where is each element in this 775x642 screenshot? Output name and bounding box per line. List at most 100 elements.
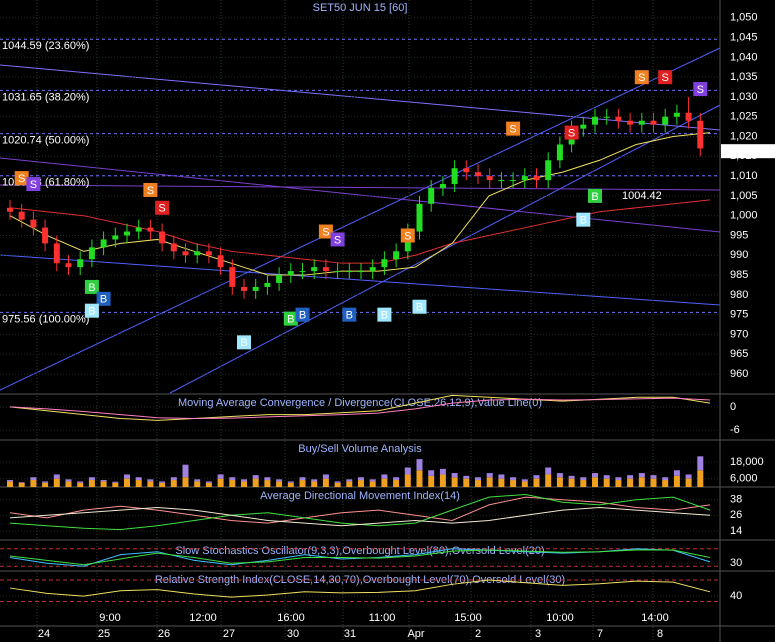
- buy-volume-bar: [124, 478, 130, 487]
- buy-volume-bar: [42, 482, 49, 487]
- signal-marker: [295, 307, 310, 322]
- trend-lines: [0, 47, 721, 394]
- y-tick-label: 995: [730, 229, 748, 241]
- buy-volume-bar: [147, 481, 154, 487]
- fib-label: 975.56 (100.00%): [2, 313, 89, 325]
- buy-volume-bar: [311, 481, 318, 487]
- sell-volume-bar: [510, 477, 517, 481]
- buy-volume-bar: [685, 478, 692, 487]
- sell-volume-bar: [428, 470, 435, 476]
- sell-volume-bar: [592, 473, 598, 478]
- y-tick-label: 960: [730, 368, 748, 380]
- buy-volume-bar: [393, 480, 400, 487]
- sell-volume-bar: [416, 459, 423, 471]
- candle-body: [135, 227, 142, 232]
- sell-volume-bar: [42, 481, 49, 483]
- buy-volume-bar: [650, 478, 657, 487]
- signal-label: B: [346, 310, 353, 322]
- candle-body: [170, 243, 177, 252]
- y-tick-label: 14: [730, 525, 742, 537]
- signal-label: B: [416, 302, 423, 314]
- buy-volume-bar: [662, 480, 669, 487]
- last-price-label: 1,016.30: [723, 145, 766, 157]
- x-date-label: 7: [597, 628, 603, 640]
- sell-volume-bar: [147, 479, 154, 482]
- sell-volume-bar: [439, 468, 446, 475]
- sell-volume-bar: [615, 477, 622, 481]
- sell-volume-bar: [393, 477, 400, 481]
- signal-label: S: [322, 226, 329, 238]
- annotation: 1004.42: [622, 190, 662, 202]
- sell-volume-bar: [451, 473, 458, 478]
- candle-body: [451, 168, 458, 185]
- sell-volume-bar: [404, 467, 411, 475]
- candle-body: [486, 176, 493, 181]
- x-time-label: 11:00: [369, 612, 396, 624]
- buy-volume-bar: [334, 482, 341, 487]
- indicator-line: [9, 549, 711, 566]
- candle-body: [463, 168, 470, 173]
- buy-volume-bar: [65, 481, 72, 487]
- indicator-line: [9, 506, 711, 527]
- signal-marker: [14, 171, 29, 186]
- signal-marker: [658, 70, 673, 85]
- sell-volume-bar: [135, 477, 142, 481]
- sell-volume-bar: [88, 477, 95, 481]
- candle-body: [147, 227, 154, 232]
- signal-marker: [506, 121, 521, 136]
- candle-body: [510, 180, 517, 182]
- sell-volume-bar: [124, 474, 130, 479]
- candle-body: [545, 160, 552, 181]
- candle-body: [217, 255, 224, 268]
- buy-volume-bar: [381, 478, 388, 487]
- sell-volume-bar: [311, 479, 318, 482]
- x-date-label: Apr: [407, 628, 424, 640]
- fib-label: 1031.65 (38.20%): [2, 91, 89, 103]
- buy-volume-bar: [299, 480, 306, 487]
- candle-body: [42, 227, 49, 244]
- signal-label: S: [509, 124, 516, 136]
- candle-body: [205, 251, 212, 256]
- buy-volume-bar: [18, 482, 25, 487]
- sell-volume-bar: [638, 473, 645, 478]
- candle-body: [673, 112, 680, 117]
- y-tick-label: 975: [730, 309, 748, 321]
- x-time-label: 16:00: [277, 612, 305, 624]
- candle-body: [65, 263, 72, 268]
- buy-volume-bar: [533, 478, 540, 487]
- y-tick-label: 26: [730, 509, 742, 521]
- last-price-box: [721, 144, 775, 159]
- candle-body: [252, 286, 259, 291]
- signal-label: B: [88, 306, 95, 318]
- candle-body: [498, 180, 505, 182]
- candle-body: [556, 144, 563, 161]
- signal-label: B: [240, 337, 247, 349]
- candle-body: [159, 231, 166, 244]
- candle-body: [287, 271, 294, 276]
- buy-volume-bar: [112, 482, 119, 487]
- sell-volume-bar: [322, 474, 329, 479]
- sell-volume-bar: [673, 470, 680, 476]
- candle-body: [369, 267, 376, 272]
- buy-volume-bar: [369, 481, 376, 487]
- signal-label: B: [591, 191, 598, 203]
- x-date-label: 2: [475, 628, 481, 640]
- buy-volume-bar: [463, 478, 470, 487]
- signal-marker: [96, 291, 111, 306]
- candle-body: [580, 124, 587, 129]
- buy-volume-bar: [486, 477, 493, 487]
- x-date-label: 24: [38, 628, 50, 640]
- signal-label: B: [287, 314, 294, 326]
- sell-volume-bar: [603, 475, 610, 479]
- candle-body: [299, 271, 306, 273]
- y-tick-label: 1,010: [730, 170, 758, 182]
- buy-volume-bar: [194, 481, 201, 487]
- candle-body: [439, 184, 446, 188]
- signal-marker: [84, 279, 99, 294]
- candle-body: [592, 116, 598, 125]
- x-date-label: 25: [98, 628, 110, 640]
- buy-volume-bar: [475, 480, 481, 487]
- candle-body: [7, 207, 13, 212]
- y-tick-label: -6: [730, 424, 740, 436]
